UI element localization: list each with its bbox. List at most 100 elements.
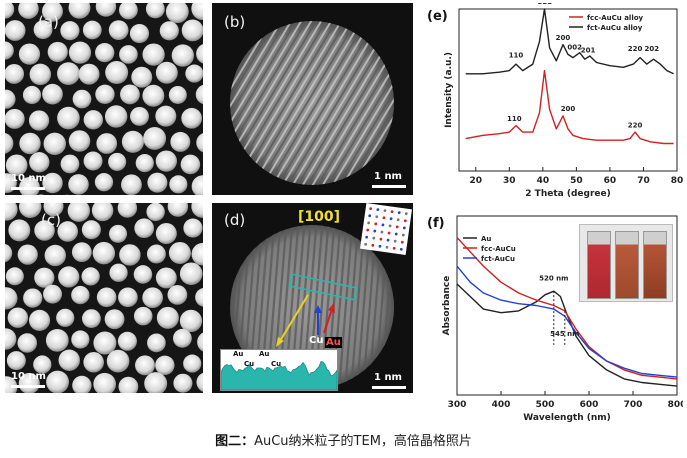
panel-label-e: (e) xyxy=(427,9,448,24)
diffraction-spot xyxy=(395,225,399,229)
nanoparticle xyxy=(142,84,165,107)
nanoparticle xyxy=(133,265,153,284)
diffraction-spot xyxy=(371,243,375,247)
nanoparticle xyxy=(71,242,92,263)
scale-label-c: 10 nm xyxy=(11,371,46,382)
peak-label: 002 xyxy=(567,44,582,52)
nanoparticle xyxy=(147,333,166,353)
x-axis-label: 2 Theta (degree) xyxy=(525,189,610,199)
diffraction-spot xyxy=(404,212,408,216)
line-profile-box xyxy=(288,273,358,301)
nanoparticle xyxy=(196,44,203,64)
nanoparticle xyxy=(133,306,153,326)
nanoparticle xyxy=(96,133,118,154)
nanoparticle xyxy=(130,106,149,126)
nanoparticle xyxy=(131,66,153,88)
nanoparticle xyxy=(191,203,203,218)
nanoparticle xyxy=(121,174,142,195)
nanoparticle xyxy=(68,174,89,195)
cu-arrow-head xyxy=(314,305,322,313)
nanoparticle xyxy=(168,85,187,104)
x-tick-label: 800 xyxy=(668,400,683,410)
peak-label: 220 xyxy=(628,121,643,129)
nanoparticle xyxy=(83,110,103,130)
uvvis-chart-panel: 300 400 500 600 700 800 Wavelength (nm) Absorba… xyxy=(421,212,683,424)
nanoparticle xyxy=(5,243,13,263)
diffraction-spot xyxy=(382,216,386,220)
legend-entry: fct-AuCu xyxy=(481,255,515,263)
nanoparticle xyxy=(72,89,92,109)
peak-label: 201 xyxy=(581,47,596,55)
nanoparticle xyxy=(117,203,138,218)
scale-label-b: 1 nm xyxy=(374,171,402,182)
lattice-fringe xyxy=(230,21,318,185)
nanoparticle xyxy=(57,221,78,242)
nanoparticle xyxy=(83,352,104,373)
nanoparticle xyxy=(57,62,80,85)
nanoparticle xyxy=(95,84,115,105)
lattice-fringe xyxy=(336,225,356,389)
nanoparticle xyxy=(22,85,42,105)
diffraction-spot xyxy=(381,223,385,227)
scale-bar-b xyxy=(372,185,406,188)
x-tick-label: 60 xyxy=(604,176,617,186)
x-tick-label: 20 xyxy=(470,176,483,186)
nanoparticle xyxy=(45,328,69,352)
nanoparticle xyxy=(5,267,24,286)
nanoparticle xyxy=(196,133,203,153)
caption-prefix: 图二： xyxy=(215,434,255,449)
nanoparticle xyxy=(17,333,38,353)
diffraction-spot xyxy=(378,244,382,248)
lattice-fringe xyxy=(256,21,378,185)
nanoparticle xyxy=(60,21,80,41)
peak-label: 520 nm xyxy=(539,274,568,282)
scale-bar-d xyxy=(372,386,406,389)
nanoparticle xyxy=(29,63,52,86)
nanoparticle xyxy=(93,372,116,393)
nanoparticle xyxy=(159,21,179,41)
diffraction-spot xyxy=(400,240,404,244)
hrtem-image-d: (d) [100] Cu Au Au Au Cu Cu 1 nm xyxy=(212,203,413,393)
nanoparticle xyxy=(5,132,14,154)
nanoparticle xyxy=(5,154,28,177)
legend-entry: fcc-AuCu alloy xyxy=(587,14,644,22)
diffraction-spot xyxy=(373,229,377,233)
tem-image-c: (c) 10 nm xyxy=(5,203,203,393)
nanoparticle xyxy=(142,43,165,66)
diffraction-spot xyxy=(392,246,396,250)
lattice-fringe xyxy=(251,21,373,185)
profile-label-au-1: Au xyxy=(233,350,244,358)
diffraction-spot xyxy=(376,208,380,212)
series-line-fct-aucu-alloy xyxy=(465,8,674,75)
diffraction-spot xyxy=(401,233,405,237)
diffraction-spot xyxy=(394,232,398,236)
uvvis-chart: 300 400 500 600 700 800 Wavelength (nm) Absorba… xyxy=(442,215,683,423)
au-arrow xyxy=(323,308,333,334)
yellow-arrow-head xyxy=(276,337,284,347)
nanoparticle xyxy=(120,84,140,105)
peak-label: 202 xyxy=(645,45,660,53)
nanoparticle xyxy=(33,355,52,374)
peak-label: 200 xyxy=(561,105,576,113)
diffraction-spot xyxy=(367,221,371,225)
nanoparticle xyxy=(95,3,117,17)
peak-label: 200 xyxy=(556,34,571,42)
diffraction-spot xyxy=(393,239,397,243)
yellow-arrow xyxy=(279,294,309,342)
nanoparticle xyxy=(82,20,102,40)
nanoparticle xyxy=(60,154,80,174)
nanoparticle xyxy=(135,153,154,173)
nanoparticle xyxy=(155,150,177,172)
series-line-au xyxy=(456,283,678,387)
diffraction-spot xyxy=(364,242,368,246)
nanoparticle xyxy=(43,284,63,304)
scale-label-a: 10 nm xyxy=(11,173,46,184)
nanoparticle xyxy=(81,267,100,286)
lattice-fringe xyxy=(326,21,394,185)
nanoparticle xyxy=(195,288,203,307)
lattice-fringe xyxy=(230,21,323,185)
nanoparticle xyxy=(155,222,177,245)
nanoparticle xyxy=(42,3,63,22)
nanoparticle xyxy=(67,203,90,222)
nanoparticle xyxy=(195,84,203,105)
